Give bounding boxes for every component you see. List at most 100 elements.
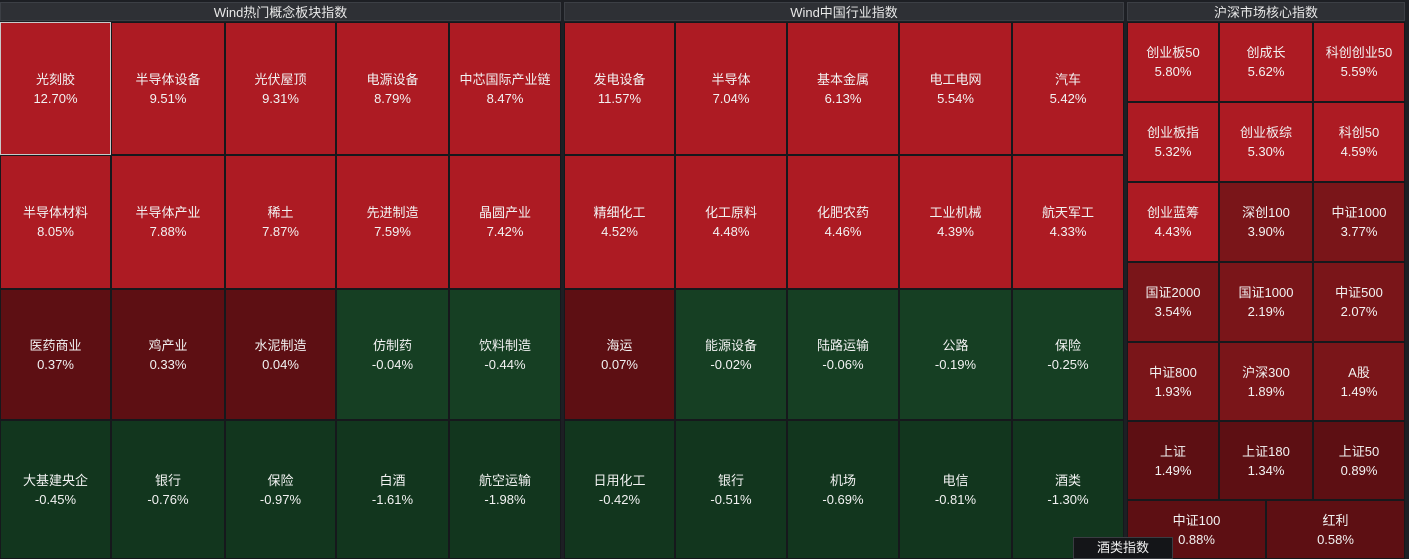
heatmap-tile[interactable]: 创成长 5.62%	[1219, 22, 1313, 102]
tile-name: 电工电网	[929, 71, 982, 87]
tile-name: 科创创业50	[1325, 45, 1393, 60]
tile-change-pct: 1.49%	[1154, 462, 1192, 478]
heatmap-tile[interactable]: 中芯国际产业链 8.47%	[449, 22, 561, 155]
tile-change-pct: 11.57%	[597, 90, 642, 106]
tile-name: 化肥农药	[816, 205, 869, 220]
tile-name: 深创100	[1242, 205, 1290, 220]
heatmap-tile[interactable]: 化工原料 4.48%	[675, 155, 787, 289]
tile-change-pct: -0.45%	[34, 491, 77, 507]
heatmap-tile[interactable]: 医药商业 0.37%	[0, 289, 111, 420]
heatmap-tile[interactable]: 公路 -0.19%	[899, 289, 1012, 420]
heatmap-tile[interactable]: 上证180 1.34%	[1219, 421, 1313, 500]
heatmap-tile[interactable]: 晶圆产业 7.42%	[449, 155, 561, 289]
heatmap-tile[interactable]: 创业板50 5.80%	[1127, 22, 1219, 102]
tile-change-pct: -0.44%	[484, 356, 526, 372]
tile-name: 基本金属	[816, 71, 869, 87]
tile-change-pct: 8.47%	[486, 90, 524, 106]
heatmap-tile[interactable]: 陆路运输 -0.06%	[787, 289, 899, 420]
heatmap-tile[interactable]: 创业板综 5.30%	[1219, 102, 1313, 182]
heatmap-tile[interactable]: 仿制药 -0.04%	[336, 289, 449, 420]
heatmap-tile[interactable]: 光伏屋顶 9.31%	[225, 22, 336, 155]
tile-name: 发电设备	[593, 71, 646, 87]
heatmap-tile[interactable]: 日用化工 -0.42%	[564, 420, 675, 559]
tile-name: 鸡产业	[148, 337, 188, 353]
tile-change-pct: 7.42%	[486, 224, 524, 239]
tile-change-pct: 5.42%	[1049, 90, 1087, 106]
heatmap-tile[interactable]: 深创100 3.90%	[1219, 182, 1313, 262]
heatmap-tile[interactable]: 汽车 5.42%	[1012, 22, 1124, 155]
heatmap-tile[interactable]: 电信 -0.81%	[899, 420, 1012, 559]
heatmap-tile[interactable]: 半导体 7.04%	[675, 22, 787, 155]
tile-change-pct: -0.42%	[598, 491, 641, 507]
tile-change-pct: -0.25%	[1047, 356, 1089, 372]
tile-name: 仿制药	[372, 337, 412, 353]
heatmap-tile[interactable]: 基本金属 6.13%	[787, 22, 899, 155]
heatmap-tile[interactable]: 半导体产业 7.88%	[111, 155, 225, 289]
heatmap-tile[interactable]: 创业板指 5.32%	[1127, 102, 1219, 182]
heatmap-tile[interactable]: 工业机械 4.39%	[899, 155, 1012, 289]
heatmap-tile[interactable]: 鸡产业 0.33%	[111, 289, 225, 420]
heatmap-tile[interactable]: 保险 -0.97%	[225, 420, 336, 559]
heatmap-tile[interactable]: 科创创业50 5.59%	[1313, 22, 1405, 102]
tile-name: 上证	[1159, 443, 1186, 459]
heatmap-tile[interactable]: 创业蓝筹 4.43%	[1127, 182, 1219, 262]
heatmap-tile[interactable]: 酒类 -1.30%	[1012, 420, 1124, 559]
tile-change-pct: 5.59%	[1340, 64, 1378, 79]
heatmap-tile[interactable]: 机场 -0.69%	[787, 420, 899, 559]
tile-name: 精细化工	[593, 205, 646, 220]
heatmap-tile[interactable]: 中证500 2.07%	[1313, 262, 1405, 342]
tile-change-pct: -1.61%	[371, 491, 414, 507]
heatmap-tile[interactable]: 航天军工 4.33%	[1012, 155, 1124, 289]
tile-change-pct: -0.19%	[934, 356, 977, 372]
heatmap-tile[interactable]: 中证800 1.93%	[1127, 342, 1219, 421]
tile-change-pct: 4.33%	[1049, 224, 1087, 239]
heatmap-tile[interactable]: A股 1.49%	[1313, 342, 1405, 421]
heatmap-tile[interactable]: 科创50 4.59%	[1313, 102, 1405, 182]
tile-name: 国证1000	[1238, 285, 1294, 300]
tile-change-pct: 3.54%	[1154, 304, 1192, 319]
tile-name: 沪深300	[1242, 364, 1290, 380]
heatmap-tile[interactable]: 大基建央企 -0.45%	[0, 420, 111, 559]
tile-change-pct: 8.05%	[37, 224, 74, 239]
heatmap-tile[interactable]: 化肥农药 4.46%	[787, 155, 899, 289]
heatmap-tile[interactable]: 银行 -0.76%	[111, 420, 225, 559]
heatmap-tile[interactable]: 半导体设备 9.51%	[111, 22, 225, 155]
heatmap-tile[interactable]: 电源设备 8.79%	[336, 22, 449, 155]
heatmap-tile[interactable]: 国证1000 2.19%	[1219, 262, 1313, 342]
tile-name: 航天军工	[1041, 205, 1094, 220]
tile-name: 上证50	[1338, 443, 1380, 459]
tile-name: 日用化工	[593, 472, 646, 488]
tile-name: 中证500	[1335, 285, 1383, 300]
heatmap-tile[interactable]: 发电设备 11.57%	[564, 22, 675, 155]
heatmap-tile[interactable]: 水泥制造 0.04%	[225, 289, 336, 420]
heatmap-tile[interactable]: 银行 -0.51%	[675, 420, 787, 559]
tile-change-pct: 6.13%	[824, 90, 862, 106]
heatmap-tile[interactable]: 保险 -0.25%	[1012, 289, 1124, 420]
heatmap-tile[interactable]: 电工电网 5.54%	[899, 22, 1012, 155]
heatmap-tile[interactable]: 饮料制造 -0.44%	[449, 289, 561, 420]
heatmap-tile[interactable]: 先进制造 7.59%	[336, 155, 449, 289]
heatmap-tile[interactable]: 白酒 -1.61%	[336, 420, 449, 559]
heatmap-tile[interactable]: 上证 1.49%	[1127, 421, 1219, 500]
tile-change-pct: -0.76%	[147, 491, 189, 507]
tile-change-pct: 12.70%	[33, 90, 78, 106]
heatmap-tile[interactable]: 半导体材料 8.05%	[0, 155, 111, 289]
tile-name: 机场	[829, 472, 856, 488]
heatmap-tile[interactable]: 海运 0.07%	[564, 289, 675, 420]
heatmap-tile[interactable]: 光刻胶 12.70%	[0, 22, 111, 155]
tile-change-pct: 2.19%	[1247, 304, 1285, 319]
heatmap-tile[interactable]: 沪深300 1.89%	[1219, 342, 1313, 421]
panel-core-indices: 沪深市场核心指数 创业板50 5.80% 创成长 5.62% 科创创业50 5.59% 创业…	[1127, 0, 1405, 559]
heatmap-tile[interactable]: 中证1000 3.77%	[1313, 182, 1405, 262]
tile-name: A股	[1348, 364, 1370, 380]
heatmap-tile[interactable]: 红利 0.58%	[1266, 500, 1405, 559]
heatmap-tile[interactable]: 能源设备 -0.02%	[675, 289, 787, 420]
heatmap-tile[interactable]: 精细化工 4.52%	[564, 155, 675, 289]
heatmap-tile[interactable]: 航空运输 -1.98%	[449, 420, 561, 559]
heatmap-tile[interactable]: 国证2000 3.54%	[1127, 262, 1219, 342]
tile-change-pct: 5.32%	[1154, 144, 1192, 159]
tile-name: 创业板50	[1146, 45, 1200, 60]
heatmap-tile[interactable]: 稀土 7.87%	[225, 155, 336, 289]
heatmap-tile[interactable]: 上证50 0.89%	[1313, 421, 1405, 500]
tile-name: 医药商业	[29, 337, 82, 353]
